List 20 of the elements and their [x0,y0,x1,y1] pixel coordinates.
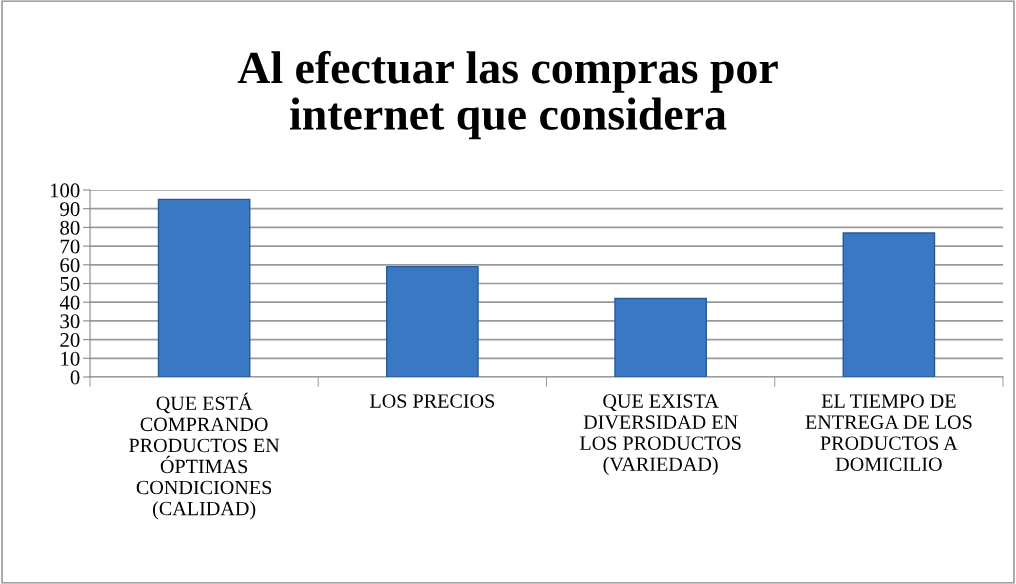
y-tick-label: 90 [60,202,80,217]
y-tick-label: 60 [60,258,80,273]
bar [386,265,479,377]
y-tick-label: 20 [60,332,80,348]
y-tick-label: 10 [61,351,80,366]
y-tick-label: 70 [60,239,80,254]
y-tick-label: 50 [60,276,80,291]
x-tick-label: EL TIEMPO DE ENTREGA DE LOS PRODUCTOS A DOMICILIO [805,394,972,472]
x-tick-label: LOS PRECIOS [370,394,495,408]
y-tick-label: 0 [70,370,80,385]
y-tick-label: 40 [59,295,80,310]
bar [842,232,936,377]
bar [157,198,251,377]
y-tick-label: 100 [50,183,80,198]
y-tick-label: 30 [60,314,80,329]
bar [614,297,707,377]
chart-title: Al efectuar las compras por internet que considera [237,50,778,140]
y-tick-label: 80 [60,220,80,235]
x-tick-label: QUE ESTÁ COMPRANDO PRODUCTOS EN ÓPTIMAS CONDICIONES (CALIDAD) [129,392,280,520]
x-tick-label: QUE EXISTA DIVERSIDAD EN LOS PRODUCTOS (VARIEDAD) [579,394,741,476]
